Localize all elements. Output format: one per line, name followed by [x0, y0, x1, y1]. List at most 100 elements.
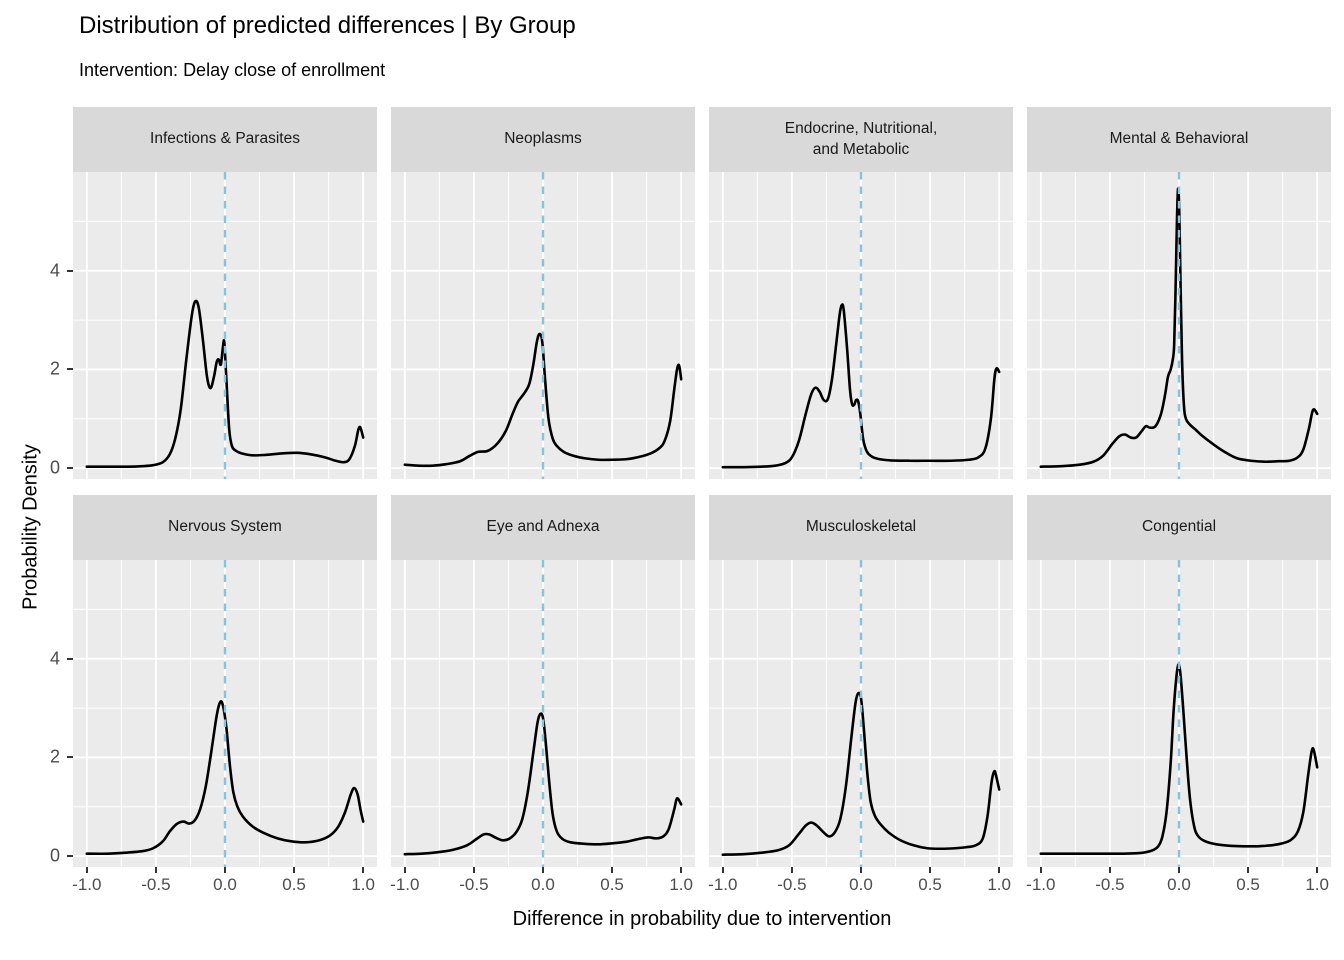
x-tick-label: 0.0	[849, 875, 873, 894]
density-curve	[721, 303, 1001, 469]
facet-infections-parasites: Infections & Parasites	[73, 107, 377, 479]
x-tick-label: 0.5	[600, 875, 624, 894]
y-tick-label: 2	[49, 746, 60, 767]
x-tick-mark	[224, 867, 226, 873]
x-tick-mark	[1316, 867, 1319, 873]
x-tick-group: -1.0 -0.5 0.0 0.5 1.0	[390, 867, 695, 897]
chart-subtitle: Intervention: Delay close of enrollment	[79, 60, 386, 80]
density-plot-panel	[73, 560, 377, 867]
facet-nervous-system: Nervous System	[73, 495, 377, 867]
facet-endocrine-nutritional-metabolic: Endocrine, Nutritional, and Metabolic	[709, 107, 1013, 479]
y-tick-label: 0	[49, 845, 60, 866]
y-tick-group: 4 2 0	[0, 560, 73, 867]
x-tick-label: -0.5	[777, 875, 807, 894]
y-tick-label: 4	[49, 648, 60, 669]
x-tick-mark	[1039, 867, 1042, 873]
y-tick-mark	[67, 467, 73, 470]
facet-eye-and-adnexa: Eye and Adnexa	[391, 495, 695, 867]
x-tick-label: 1.0	[669, 875, 693, 894]
x-tick-mark	[154, 867, 157, 873]
density-curve	[85, 299, 365, 468]
x-tick-mark	[85, 867, 88, 873]
facet-strip-label: Mental & Behavioral	[1109, 130, 1249, 148]
y-tick-group: 4 2 0	[0, 172, 73, 479]
x-tick-group: -1.0 -0.5 0.0 0.5 1.0	[1026, 867, 1331, 897]
density-curve	[403, 712, 683, 856]
x-tick-label: 0.5	[1236, 875, 1260, 894]
density-curve	[721, 691, 1001, 856]
x-tick-label: -0.5	[459, 875, 489, 894]
x-tick-label: -1.0	[708, 875, 738, 894]
facet-strip: Eye and Adnexa	[391, 495, 695, 560]
x-tick-mark	[860, 867, 862, 873]
facet-strip: Infections & Parasites	[73, 107, 377, 172]
x-tick-mark	[542, 867, 544, 873]
y-tick-mark	[67, 855, 73, 858]
x-tick-mark	[1178, 867, 1180, 873]
facet-strip-label: Musculoskeletal	[805, 518, 917, 536]
facet-strip: Endocrine, Nutritional, and Metabolic	[709, 107, 1013, 172]
y-tick-mark	[67, 657, 73, 660]
facet-strip-label: Eye and Adnexa	[486, 518, 600, 536]
density-plot-panel	[1027, 560, 1331, 867]
x-tick-label: 0.5	[282, 875, 306, 894]
x-tick-label: -1.0	[390, 875, 420, 894]
y-tick-mark	[67, 368, 73, 371]
x-tick-mark	[362, 867, 365, 873]
x-tick-mark	[929, 867, 932, 873]
facet-strip-label: Endocrine, Nutritional, and Metabolic	[784, 120, 938, 158]
y-tick-label: 0	[49, 457, 60, 478]
x-tick-group: -1.0 -0.5 0.0 0.5 1.0	[72, 867, 377, 897]
facet-strip: Mental & Behavioral	[1027, 107, 1331, 172]
y-tick-mark	[67, 269, 73, 272]
facet-strip-label: Congential	[1141, 518, 1217, 536]
density-plot-panel	[391, 172, 695, 479]
density-curve	[1039, 663, 1319, 856]
x-tick-mark	[1108, 867, 1111, 873]
x-tick-mark	[680, 867, 683, 873]
density-plot-panel	[391, 560, 695, 867]
density-curve	[403, 332, 683, 468]
density-plot-panel	[709, 560, 1013, 867]
x-tick-mark	[1247, 867, 1250, 873]
x-tick-label: 0.5	[918, 875, 942, 894]
facet-strip-label: Infections & Parasites	[150, 130, 300, 148]
chart-title: Distribution of predicted differences | …	[79, 12, 576, 39]
x-tick-mark	[721, 867, 724, 873]
facet-congential: Congential	[1027, 495, 1331, 867]
facet-musculoskeletal: Musculoskeletal	[709, 495, 1013, 867]
x-tick-label: -0.5	[1095, 875, 1125, 894]
x-tick-group: -1.0 -0.5 0.0 0.5 1.0	[708, 867, 1013, 897]
x-tick-label: 0.0	[1167, 875, 1191, 894]
x-tick-label: -0.5	[141, 875, 171, 894]
density-curve	[1039, 187, 1319, 468]
density-plot-panel	[1027, 172, 1331, 479]
facet-neoplasms: Neoplasms	[391, 107, 695, 479]
x-tick-mark	[293, 867, 296, 873]
x-tick-label: 0.0	[213, 875, 237, 894]
x-tick-label: 0.0	[531, 875, 555, 894]
facet-strip-label: Nervous System	[168, 518, 282, 536]
y-tick-label: 2	[49, 358, 60, 379]
x-tick-mark	[790, 867, 793, 873]
x-tick-label: 1.0	[1305, 875, 1329, 894]
facet-mental-behavioral: Mental & Behavioral	[1027, 107, 1331, 479]
density-plot-panel	[73, 172, 377, 479]
facet-strip: Nervous System	[73, 495, 377, 560]
facet-strip: Congential	[1027, 495, 1331, 560]
x-tick-label: 1.0	[351, 875, 375, 894]
x-tick-label: 1.0	[987, 875, 1011, 894]
y-tick-mark	[67, 756, 73, 759]
x-tick-label: -1.0	[72, 875, 102, 894]
x-tick-label: -1.0	[1026, 875, 1056, 894]
x-tick-mark	[611, 867, 614, 873]
facet-strip: Neoplasms	[391, 107, 695, 172]
x-tick-mark	[403, 867, 406, 873]
facet-strip: Musculoskeletal	[709, 495, 1013, 560]
facet-strip-label: Neoplasms	[504, 130, 582, 148]
y-tick-label: 4	[49, 260, 60, 281]
x-tick-mark	[472, 867, 475, 873]
density-curve	[85, 700, 365, 856]
density-plot-panel	[709, 172, 1013, 479]
